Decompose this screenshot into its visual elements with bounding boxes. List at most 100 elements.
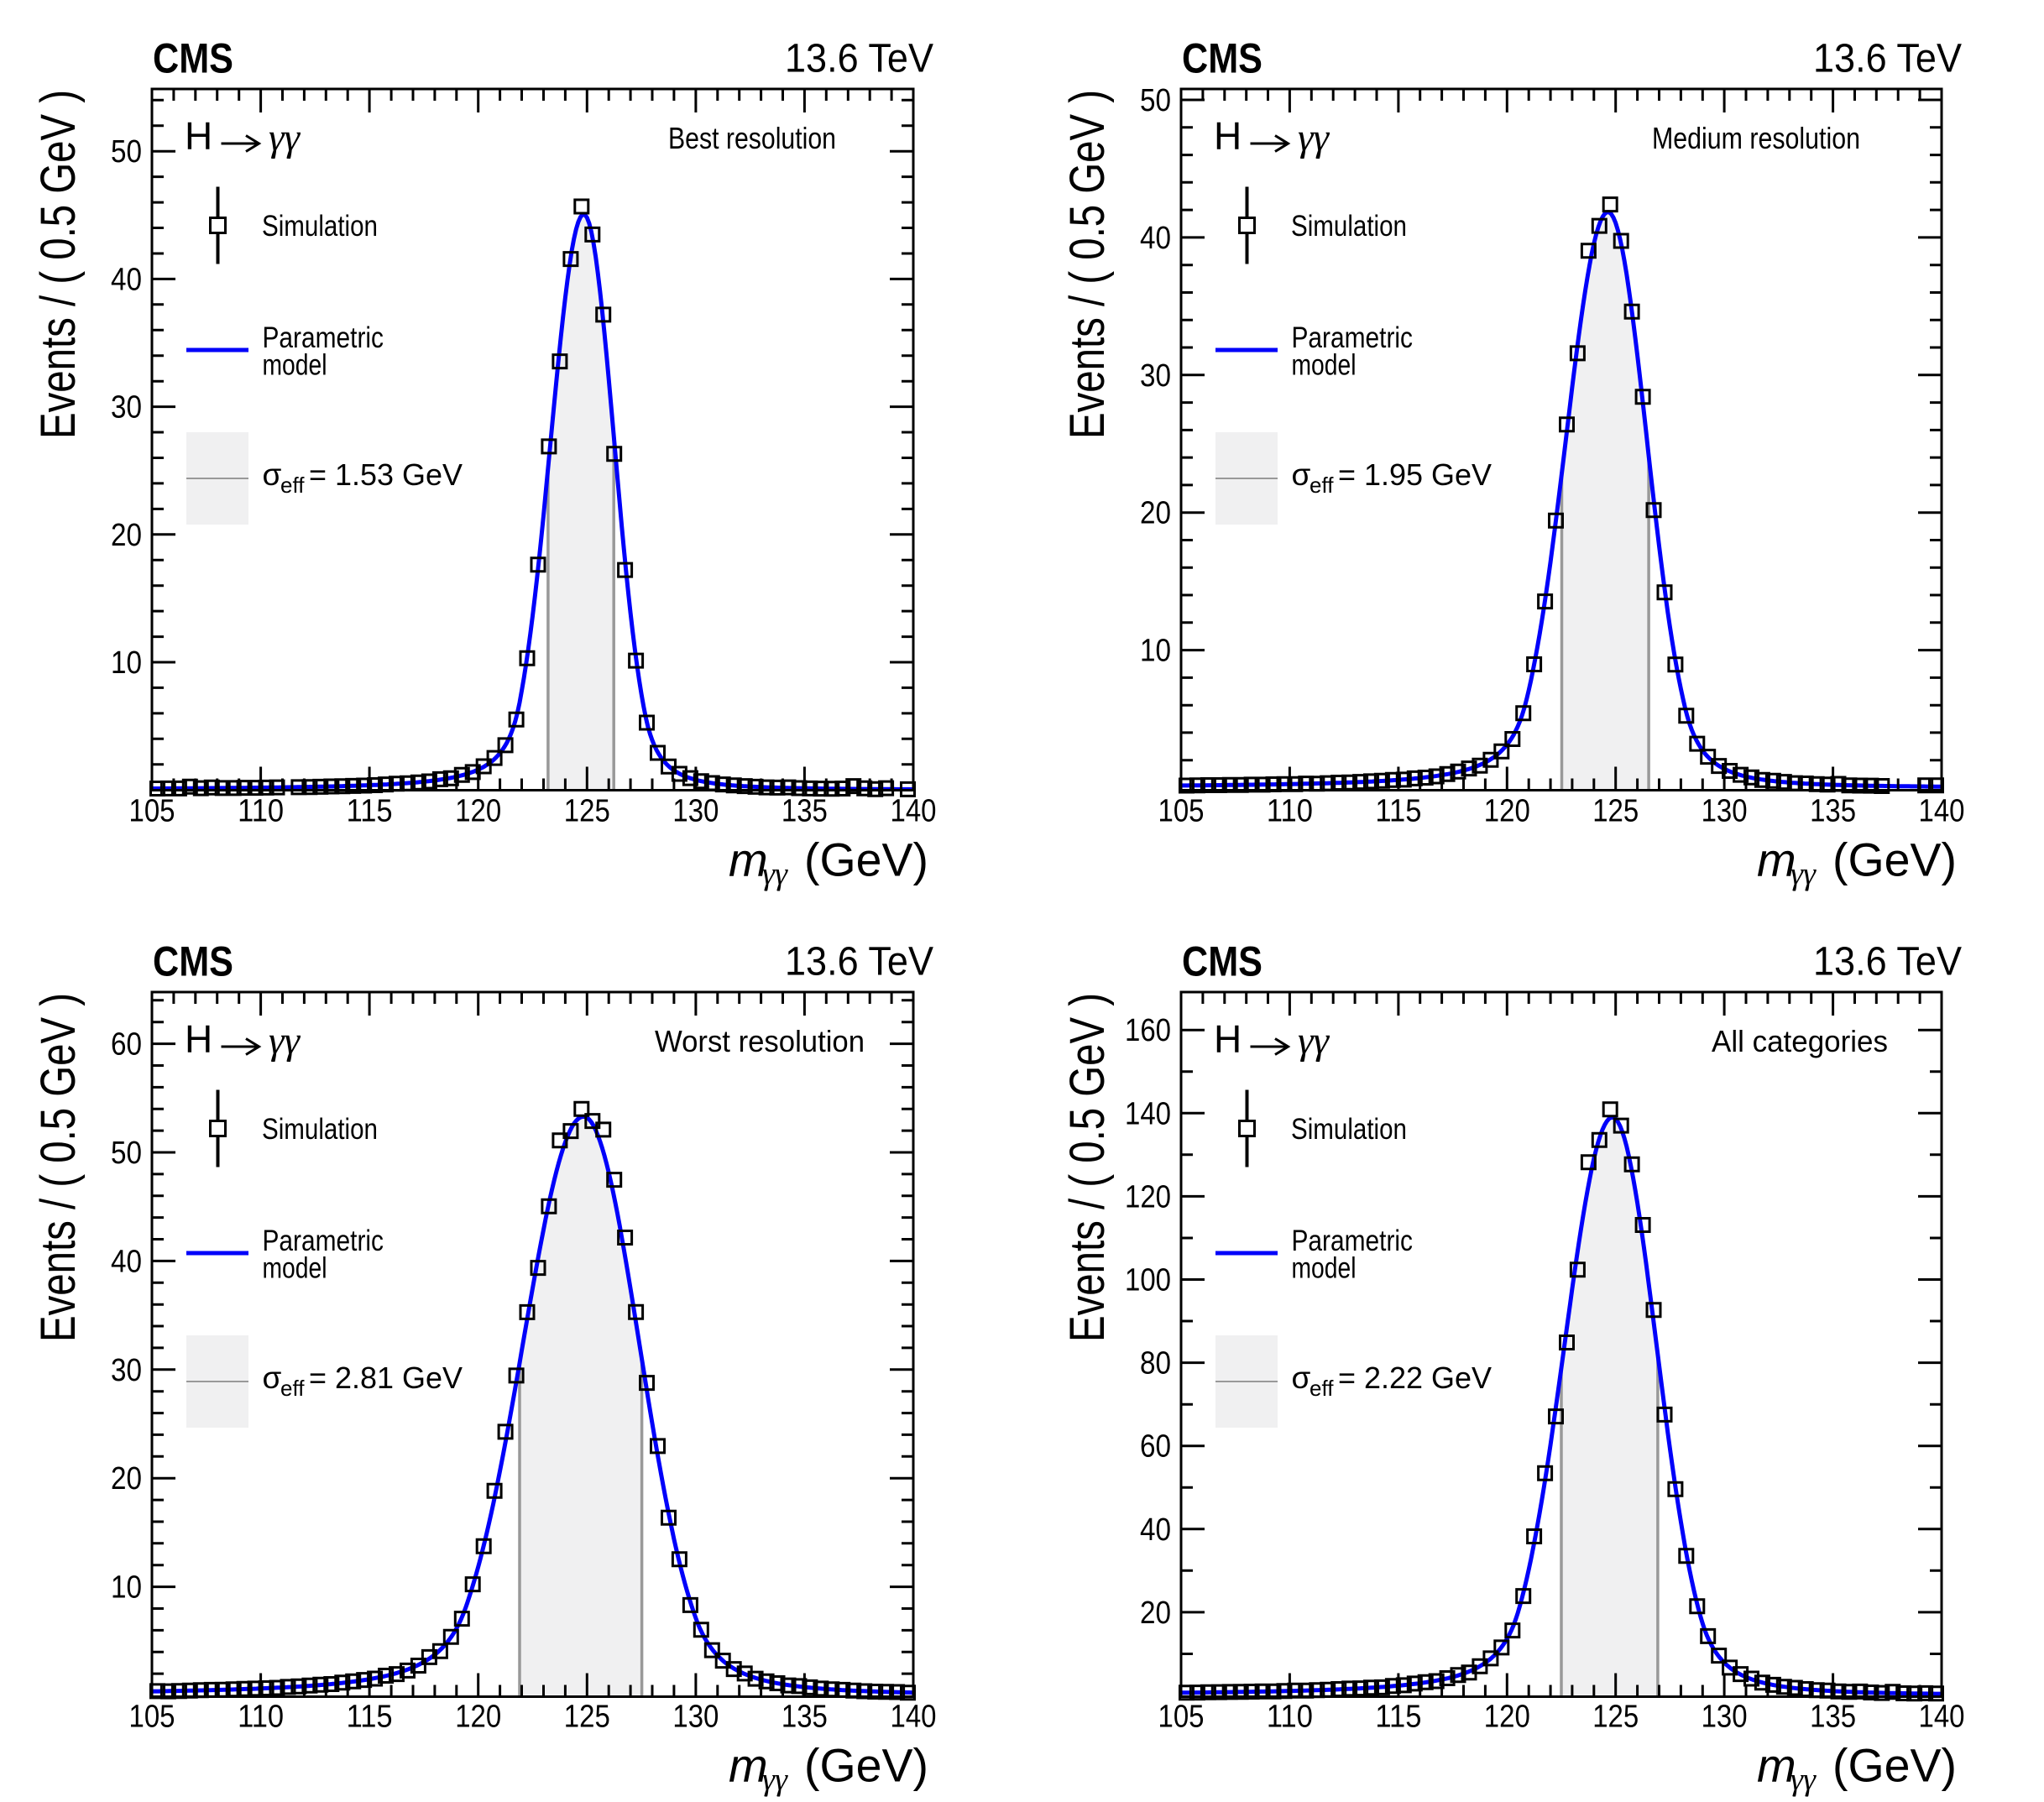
svg-text:(GeV): (GeV) <box>804 1739 928 1792</box>
svg-text:120: 120 <box>1484 1700 1530 1735</box>
svg-text:γγ: γγ <box>1298 116 1330 159</box>
svg-text:m: m <box>1757 833 1796 886</box>
svg-text:= 2.81 GeV: = 2.81 GeV <box>309 1361 463 1395</box>
svg-text:20: 20 <box>111 1461 142 1496</box>
svg-text:γγ: γγ <box>1790 1763 1817 1798</box>
svg-text:H: H <box>185 1017 212 1061</box>
svg-text:30: 30 <box>111 1353 142 1388</box>
svg-text:γγ: γγ <box>269 1019 301 1063</box>
svg-text:eff: eff <box>1310 473 1334 498</box>
svg-text:140: 140 <box>1125 1096 1171 1131</box>
svg-text:120: 120 <box>1484 794 1530 829</box>
svg-text:All categories: All categories <box>1712 1024 1888 1058</box>
svg-text:140: 140 <box>1919 794 1965 829</box>
svg-text:100: 100 <box>1125 1263 1171 1298</box>
svg-text:eff: eff <box>1310 1376 1334 1401</box>
svg-text:γγ: γγ <box>269 116 301 159</box>
svg-text:40: 40 <box>1140 221 1171 256</box>
svg-text:m: m <box>729 1739 768 1792</box>
svg-text:m: m <box>729 833 768 886</box>
svg-text:135: 135 <box>782 1700 828 1735</box>
svg-text:13.6 TeV: 13.6 TeV <box>785 37 933 81</box>
svg-text:= 1.95 GeV: = 1.95 GeV <box>1338 457 1492 492</box>
svg-text:50: 50 <box>111 134 142 170</box>
svg-text:CMS: CMS <box>153 938 233 985</box>
svg-text:125: 125 <box>564 794 610 829</box>
svg-text:125: 125 <box>564 1700 610 1735</box>
svg-text:20: 20 <box>111 518 142 553</box>
svg-text:125: 125 <box>1592 794 1639 829</box>
svg-text:60: 60 <box>1140 1429 1171 1465</box>
svg-text:H: H <box>185 114 212 158</box>
svg-text:Simulation: Simulation <box>262 1113 378 1146</box>
svg-text:model: model <box>263 1252 327 1285</box>
svg-text:30: 30 <box>111 390 142 426</box>
svg-text:model: model <box>1292 349 1357 382</box>
svg-text:model: model <box>1292 1252 1357 1285</box>
svg-text:CMS: CMS <box>1182 35 1262 82</box>
svg-text:40: 40 <box>111 262 142 297</box>
svg-text:13.6 TeV: 13.6 TeV <box>1813 37 1962 81</box>
svg-text:Events / ( 0.5 GeV ): Events / ( 0.5 GeV ) <box>1060 993 1115 1342</box>
svg-text:γγ: γγ <box>1790 857 1817 892</box>
svg-text:σ: σ <box>1292 457 1311 492</box>
svg-text:Parametric: Parametric <box>263 321 384 354</box>
svg-text:σ: σ <box>1292 1361 1311 1395</box>
svg-text:135: 135 <box>1810 1700 1856 1735</box>
svg-text:135: 135 <box>1810 794 1856 829</box>
svg-text:30: 30 <box>1140 358 1171 394</box>
svg-text:110: 110 <box>238 1700 284 1735</box>
svg-text:130: 130 <box>1702 794 1748 829</box>
svg-text:160: 160 <box>1125 1013 1171 1048</box>
svg-text:130: 130 <box>1702 1700 1748 1735</box>
svg-text:H: H <box>1214 114 1242 158</box>
svg-text:135: 135 <box>782 794 828 829</box>
svg-text:= 1.53 GeV: = 1.53 GeV <box>309 457 463 492</box>
svg-text:Simulation: Simulation <box>262 210 378 243</box>
svg-text:σ: σ <box>263 1361 282 1395</box>
svg-text:Best resolution: Best resolution <box>668 121 836 155</box>
svg-text:120: 120 <box>455 1700 501 1735</box>
svg-text:80: 80 <box>1140 1346 1171 1382</box>
svg-text:Simulation: Simulation <box>1291 210 1407 243</box>
svg-text:120: 120 <box>1125 1179 1171 1214</box>
svg-text:60: 60 <box>111 1027 142 1063</box>
svg-text:H: H <box>1214 1017 1242 1061</box>
svg-text:105: 105 <box>1158 794 1205 829</box>
svg-text:140: 140 <box>891 1700 937 1735</box>
svg-text:model: model <box>263 349 327 382</box>
svg-text:20: 20 <box>1140 496 1171 531</box>
svg-text:130: 130 <box>672 1700 719 1735</box>
svg-text:115: 115 <box>1375 794 1421 829</box>
svg-text:Events / ( 0.5 GeV ): Events / ( 0.5 GeV ) <box>31 993 86 1342</box>
svg-text:10: 10 <box>111 645 142 681</box>
svg-text:40: 40 <box>1140 1512 1171 1548</box>
svg-text:50: 50 <box>1140 83 1171 118</box>
svg-text:110: 110 <box>1267 794 1313 829</box>
svg-text:(GeV): (GeV) <box>1832 833 1957 886</box>
svg-text:105: 105 <box>129 1700 175 1735</box>
svg-text:20: 20 <box>1140 1596 1171 1631</box>
svg-text:CMS: CMS <box>1182 938 1262 985</box>
svg-text:105: 105 <box>1158 1700 1205 1735</box>
svg-text:eff: eff <box>280 1376 305 1401</box>
svg-text:10: 10 <box>1140 634 1171 669</box>
svg-text:Parametric: Parametric <box>1292 321 1414 354</box>
svg-text:115: 115 <box>347 1700 393 1735</box>
svg-text:m: m <box>1757 1739 1796 1792</box>
svg-text:120: 120 <box>455 794 501 829</box>
svg-text:140: 140 <box>1919 1700 1965 1735</box>
svg-text:110: 110 <box>238 794 284 829</box>
svg-text:10: 10 <box>111 1570 142 1606</box>
svg-text:= 2.22 GeV: = 2.22 GeV <box>1338 1361 1492 1395</box>
svg-text:Parametric: Parametric <box>263 1225 384 1257</box>
svg-text:13.6 TeV: 13.6 TeV <box>1813 940 1962 985</box>
svg-text:Medium resolution: Medium resolution <box>1652 121 1860 155</box>
svg-text:γγ: γγ <box>1298 1019 1330 1063</box>
svg-text:CMS: CMS <box>153 35 233 82</box>
svg-text:Worst resolution: Worst resolution <box>655 1024 865 1058</box>
svg-text:(GeV): (GeV) <box>804 833 928 886</box>
svg-text:Simulation: Simulation <box>1291 1113 1407 1146</box>
svg-text:105: 105 <box>129 794 175 829</box>
svg-text:40: 40 <box>111 1244 142 1279</box>
